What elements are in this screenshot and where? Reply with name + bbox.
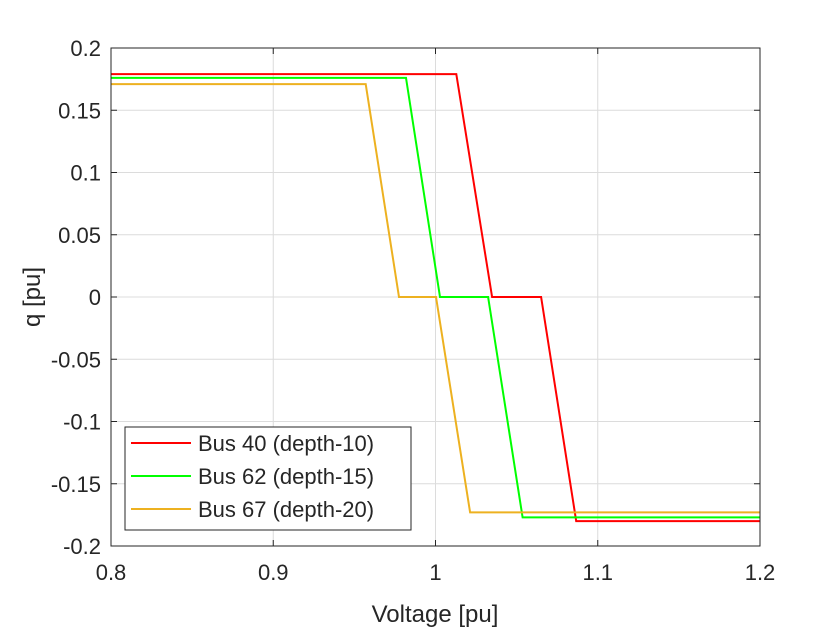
series-line-1 [111, 76, 760, 519]
x-ticks: 0.8 0.9 1 1.1 1.2 [96, 48, 776, 585]
x-tick-label: 1 [429, 560, 441, 585]
y-tick-label: -0.1 [63, 410, 101, 435]
series-line-2 [111, 83, 760, 514]
series-line-0 [111, 73, 760, 523]
y-ticks: 0.2 0.15 0.1 0.05 0 -0.05 -0.1 -0.15 -0.2 [51, 36, 760, 559]
y-tick-label: -0.05 [51, 347, 101, 372]
legend-label: Bus 67 (depth-20) [198, 497, 374, 522]
y-tick-label: -0.2 [63, 534, 101, 559]
legend: Bus 40 (depth-10) Bus 62 (depth-15) Bus 67… [124, 426, 412, 531]
y-tick-label: 0.2 [70, 36, 101, 61]
y-tick-label: 0.15 [58, 98, 101, 123]
legend-box [124, 426, 412, 531]
y-tick-label: -0.15 [51, 472, 101, 497]
legend-label: Bus 40 (depth-10) [198, 431, 374, 456]
x-tick-label: 1.1 [582, 560, 613, 585]
series-lines [111, 73, 760, 523]
x-tick-label: 0.8 [96, 560, 127, 585]
y-tick-label: 0.1 [70, 161, 101, 186]
y-axis-label: q [pu] [19, 267, 46, 327]
x-tick-label: 1.2 [745, 560, 776, 585]
y-tick-label: 0.05 [58, 223, 101, 248]
x-axis-label: Voltage [pu] [372, 601, 499, 628]
legend-label: Bus 62 (depth-15) [198, 464, 374, 489]
x-tick-label: 0.9 [258, 560, 289, 585]
y-tick-label: 0 [89, 285, 101, 310]
